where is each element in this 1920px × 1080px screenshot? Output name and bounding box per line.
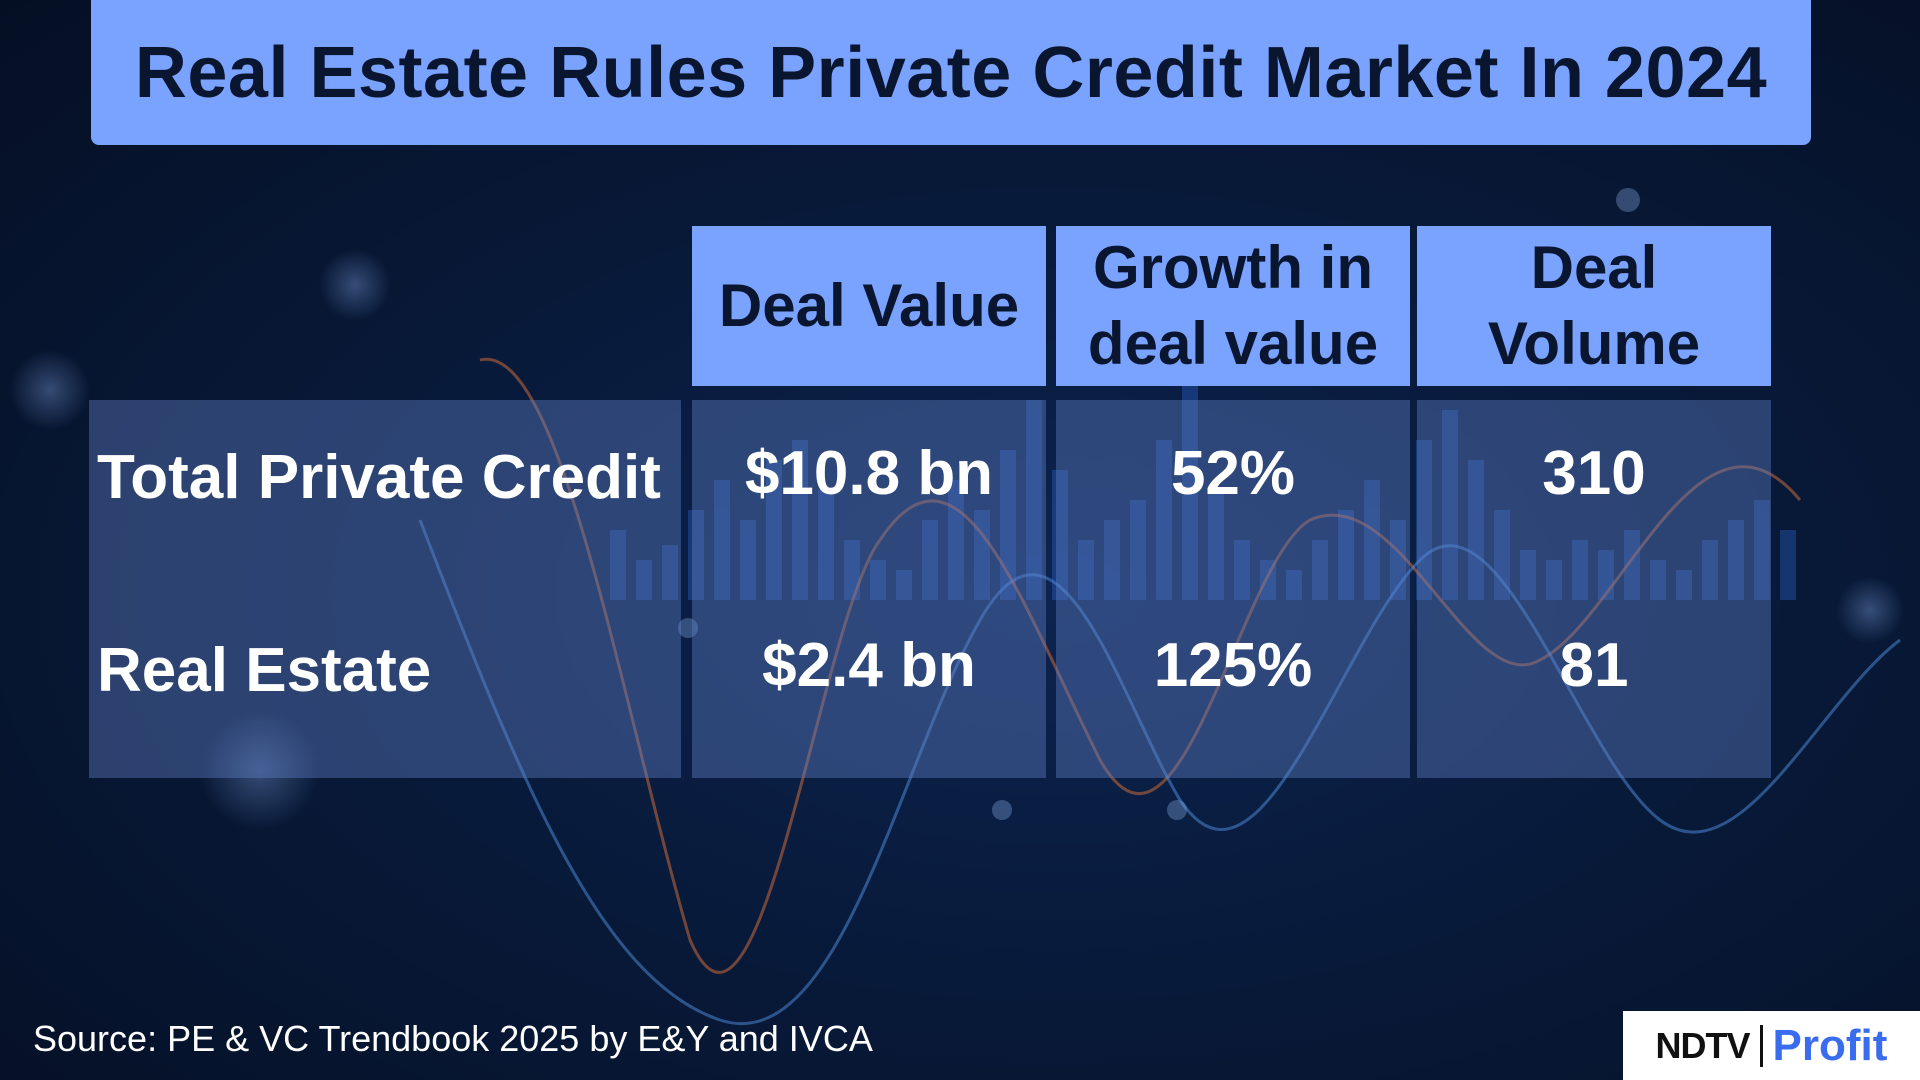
background-bar	[1572, 540, 1588, 600]
cell-total-deal-value: $10.8 bn	[744, 438, 994, 508]
background-bar	[1052, 470, 1068, 600]
header-line: deal value	[1087, 310, 1379, 377]
background-bar	[1468, 460, 1484, 600]
background-bar	[1650, 560, 1666, 600]
title-banner: Real Estate Rules Private Credit Market …	[91, 0, 1811, 145]
background-bar	[1546, 560, 1562, 600]
row-band-volume	[1417, 400, 1771, 778]
background-bar	[844, 540, 860, 600]
background-bar	[1286, 570, 1302, 600]
background-bar	[766, 460, 782, 600]
background-bar	[870, 560, 886, 600]
source-note: Source: PE & VC Trendbook 2025 by E&Y an…	[33, 1018, 873, 1059]
background-bar	[1312, 540, 1328, 600]
background-bar	[1624, 530, 1640, 600]
column-header-deal-volume: Deal Volume	[1417, 226, 1771, 386]
logo-brand: NDTV	[1655, 1024, 1751, 1066]
background-bar	[610, 530, 626, 600]
logo-divider	[1759, 1024, 1763, 1067]
chart-title: Real Estate Rules Private Credit Market …	[134, 32, 1768, 113]
background-bar	[1078, 540, 1094, 600]
background-bar	[688, 510, 704, 600]
background-bar	[1338, 510, 1354, 600]
column-header-growth: Growth in deal value	[1056, 226, 1410, 386]
background-bar	[1442, 410, 1458, 600]
cell-total-growth: 52%	[1170, 438, 1296, 508]
background-bar	[1130, 500, 1146, 600]
background-bar	[1234, 540, 1250, 600]
background-bar	[740, 520, 756, 600]
background-bar	[974, 510, 990, 600]
cell-total-volume: 310	[1542, 438, 1646, 508]
row-band-label-column	[89, 400, 681, 778]
row-band-growth	[1056, 400, 1410, 778]
background-bar	[1364, 480, 1380, 600]
background-bar	[636, 560, 652, 600]
header-line: Volume	[1487, 310, 1701, 377]
cell-real-estate-growth: 125%	[1153, 630, 1313, 700]
row-band-deal-value	[692, 400, 1046, 778]
header-line: Deal Value	[718, 272, 1020, 339]
background-bar	[896, 570, 912, 600]
background-bar	[662, 545, 678, 600]
background-bar	[1780, 530, 1796, 600]
cell-real-estate-volume: 81	[1559, 630, 1629, 700]
cell-real-estate-deal-value: $2.4 bn	[762, 630, 976, 700]
header-line: Deal	[1530, 234, 1658, 301]
column-header-deal-value: Deal Value	[692, 226, 1046, 386]
background-bar	[1754, 500, 1770, 600]
background-bar	[922, 520, 938, 600]
background-bar	[1520, 550, 1536, 600]
background-bar	[1026, 400, 1042, 600]
background-bar	[818, 490, 834, 600]
background-bar	[1104, 520, 1120, 600]
background-bar	[1728, 520, 1744, 600]
background-bar	[1156, 440, 1172, 600]
logo-product: Profit	[1772, 1020, 1888, 1070]
background-bar	[1208, 490, 1224, 600]
row-label-real-estate: Real Estate	[97, 635, 432, 705]
background-bar	[1000, 450, 1016, 600]
background-bar	[1676, 570, 1692, 600]
background-bar	[792, 440, 808, 600]
ndtv-profit-logo: NDTV Profit	[1623, 1011, 1920, 1080]
row-label-total-private-credit: Total Private Credit	[97, 442, 661, 512]
header-line: Growth in	[1093, 234, 1373, 301]
background-bar	[1182, 370, 1198, 600]
background-bar	[714, 480, 730, 600]
background-bar	[1702, 540, 1718, 600]
